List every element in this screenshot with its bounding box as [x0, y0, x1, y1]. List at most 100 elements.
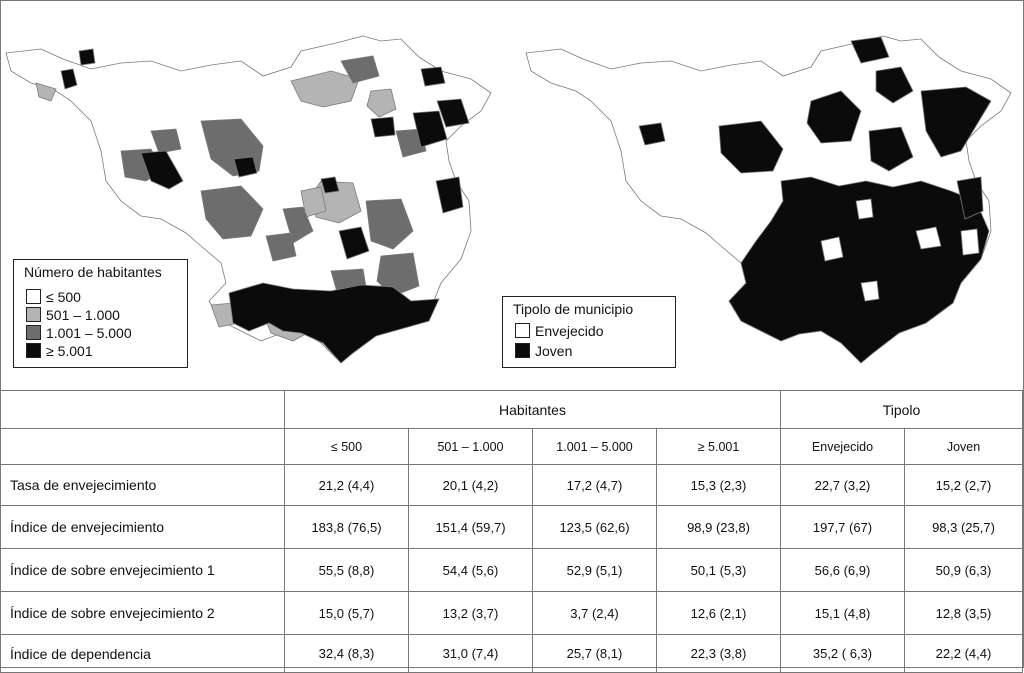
table-row: Índice de dependencia 32,4 (8,3) 31,0 (7… — [0, 634, 1023, 673]
legend-item: 501 – 1.000 — [26, 306, 120, 323]
map-area-envejecido — [860, 280, 880, 302]
legend-habitantes: Número de habitantes ≤ 500 501 – 1.000 1… — [13, 259, 188, 368]
map-area-black — [435, 176, 464, 214]
table-corner-cell — [0, 390, 285, 429]
legend-swatch — [26, 343, 41, 358]
table-cell: 31,0 (7,4) — [408, 634, 533, 673]
table-cell: 15,0 (5,7) — [284, 591, 409, 635]
row-label: Índice de sobre envejecimiento 1 — [0, 548, 285, 592]
row-label: Índice de envejecimiento — [0, 505, 285, 549]
table-row: Índice de sobre envejecimiento 2 15,0 (5… — [0, 591, 1023, 635]
table-cell: 21,2 (4,4) — [284, 464, 409, 506]
legend-label: Joven — [535, 342, 573, 359]
map-area-joven — [638, 122, 666, 146]
table-corner-cell — [0, 428, 285, 465]
map-area-darkgray — [265, 232, 297, 262]
map-area-darkgray — [150, 128, 182, 154]
legend-label: ≤ 500 — [46, 288, 81, 305]
table-cell: 13,2 (3,7) — [408, 591, 533, 635]
map-area-joven — [728, 176, 990, 364]
legend-swatch — [26, 325, 41, 340]
map-area-darkgray — [340, 55, 380, 84]
legend-title: Número de habitantes — [24, 264, 162, 280]
group-header-tipolo: Tipolo — [780, 390, 1023, 429]
table-cell: 25,7 (8,1) — [532, 634, 657, 673]
table-cell: 3,7 (2,4) — [532, 591, 657, 635]
table-row: Índice de sobre envejecimiento 1 55,5 (8… — [0, 548, 1023, 592]
map-area-joven — [875, 66, 914, 104]
table-cell: 50,9 (6,3) — [904, 548, 1023, 592]
group-header-habitantes: Habitantes — [284, 390, 781, 429]
legend-item: ≤ 500 — [26, 288, 81, 305]
table-cell: 22,3 (3,8) — [656, 634, 781, 673]
column-header: Joven — [904, 428, 1023, 465]
table-cell: 15,3 (2,3) — [656, 464, 781, 506]
table-row: Tasa de envejecimiento 21,2 (4,4) 20,1 (… — [0, 464, 1023, 506]
column-header: 1.001 – 5.000 — [532, 428, 657, 465]
legend-label: Envejecido — [535, 322, 604, 339]
map-area-joven — [956, 176, 984, 220]
row-label: Índice de dependencia — [0, 634, 285, 673]
legend-item: Envejecido — [515, 322, 604, 339]
table-cell: 12,8 (3,5) — [904, 591, 1023, 635]
map-area-black — [228, 282, 440, 364]
map-area-joven — [718, 120, 784, 174]
table-cell: 22,2 (4,4) — [904, 634, 1023, 673]
map-area-gray — [300, 186, 327, 218]
legend-label: 1.001 – 5.000 — [46, 324, 132, 341]
table-cell: 17,2 (4,7) — [532, 464, 657, 506]
table-cell: 55,5 (8,8) — [284, 548, 409, 592]
map-tipolo — [525, 35, 1012, 364]
table-cell: 52,9 (5,1) — [532, 548, 657, 592]
map-area-black — [338, 226, 370, 260]
table-cell: 98,9 (23,8) — [656, 505, 781, 549]
map-area-envejecido — [820, 236, 844, 262]
map-area-darkgray — [365, 198, 414, 250]
indicators-table: Habitantes Tipolo ≤ 500 501 – 1.000 1.00… — [0, 390, 1023, 673]
map-area-envejecido — [855, 198, 874, 220]
table-row: Índice de envejecimiento 183,8 (76,5) 15… — [0, 505, 1023, 549]
map-area-joven — [868, 126, 914, 172]
map-area-black — [320, 176, 340, 194]
map-area-darkgray — [376, 252, 420, 297]
map-area-gray — [35, 82, 57, 102]
legend-swatch — [515, 343, 530, 358]
legend-swatch — [26, 307, 41, 322]
table-cell: 32,4 (8,3) — [284, 634, 409, 673]
legend-tipolo: Tipolo de municipio Envejecido Joven — [502, 296, 676, 368]
table-cell: 151,4 (59,7) — [408, 505, 533, 549]
map-area-black — [436, 98, 470, 128]
map-area-envejecido — [915, 226, 942, 250]
table-cell: 15,2 (2,7) — [904, 464, 1023, 506]
map-area-joven — [850, 36, 890, 64]
table-cell: 197,7 (67) — [780, 505, 905, 549]
legend-label: 501 – 1.000 — [46, 306, 120, 323]
legend-item: ≥ 5.001 — [26, 342, 93, 359]
legend-item: 1.001 – 5.000 — [26, 324, 132, 341]
map-area-black — [140, 150, 184, 190]
table-subheader-row: ≤ 500 501 – 1.000 1.001 – 5.000 ≥ 5.001 … — [0, 428, 1023, 465]
map-area-envejecido — [960, 228, 980, 256]
table-cell: 123,5 (62,6) — [532, 505, 657, 549]
column-header: ≤ 500 — [284, 428, 409, 465]
column-header: 501 – 1.000 — [408, 428, 533, 465]
table-cell: 54,4 (5,6) — [408, 548, 533, 592]
map-area-black — [233, 156, 258, 178]
legend-label: ≥ 5.001 — [46, 342, 93, 359]
table-cell: 98,3 (25,7) — [904, 505, 1023, 549]
map-area-black — [78, 48, 96, 66]
map-area-black — [370, 116, 396, 138]
map-area-joven — [920, 86, 992, 158]
column-header: Envejecido — [780, 428, 905, 465]
map-habitantes — [5, 35, 492, 364]
table-cell: 50,1 (5,3) — [656, 548, 781, 592]
row-label: Tasa de envejecimiento — [0, 464, 285, 506]
map-area-gray — [290, 70, 360, 108]
table-cell: 12,6 (2,1) — [656, 591, 781, 635]
table-cell: 35,2 ( 6,3) — [780, 634, 905, 673]
map-area-gray — [366, 88, 397, 118]
legend-swatch — [515, 323, 530, 338]
legend-item: Joven — [515, 342, 572, 359]
table-cell: 22,7 (3,2) — [780, 464, 905, 506]
legend-title: Tipolo de municipio — [513, 301, 634, 317]
